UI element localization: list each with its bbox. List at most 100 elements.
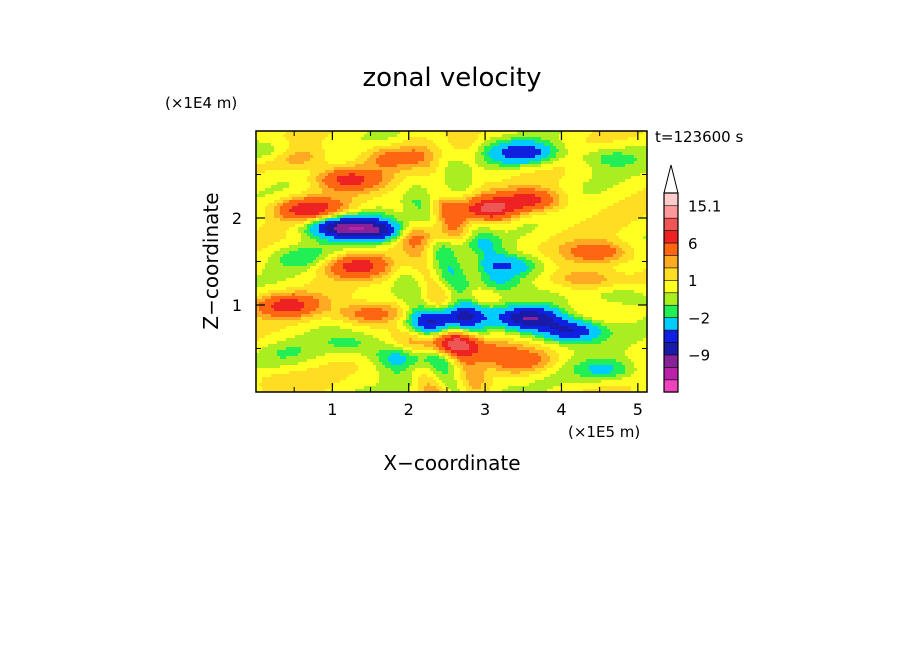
field-cell	[490, 242, 494, 246]
field-cell	[541, 167, 545, 171]
field-cell	[481, 212, 485, 216]
field-cell	[307, 218, 311, 222]
field-cell	[559, 140, 563, 144]
field-cell	[400, 137, 404, 141]
field-cell	[553, 224, 557, 228]
field-cell	[640, 173, 644, 177]
field-cell	[514, 137, 518, 141]
field-cell	[409, 167, 413, 171]
field-cell	[343, 176, 347, 180]
field-cell	[577, 155, 581, 159]
field-cell	[445, 239, 449, 243]
field-cell	[568, 137, 572, 141]
field-cell	[493, 137, 497, 141]
field-cell	[469, 167, 473, 171]
field-cell	[601, 182, 605, 186]
field-cell	[589, 191, 593, 195]
field-cell	[586, 233, 590, 237]
field-cell	[346, 221, 350, 225]
field-cell	[295, 191, 299, 195]
field-cell	[589, 209, 593, 213]
field-cell	[481, 134, 485, 138]
field-cell	[556, 242, 560, 246]
field-cell	[622, 185, 626, 189]
field-cell	[358, 182, 362, 186]
field-cell	[538, 215, 542, 219]
field-cell	[625, 206, 629, 210]
field-cell	[409, 179, 413, 183]
field-cell	[517, 170, 521, 174]
field-cell	[508, 206, 512, 210]
field-cell	[358, 215, 362, 219]
field-cell	[265, 224, 269, 228]
field-cell	[319, 185, 323, 189]
field-cell	[307, 164, 311, 168]
field-cell	[307, 140, 311, 144]
field-cell	[532, 233, 536, 237]
field-cell	[298, 155, 302, 159]
field-cell	[319, 209, 323, 213]
field-cell	[319, 173, 323, 177]
field-cell	[598, 176, 602, 180]
field-cell	[526, 140, 530, 144]
field-cell	[310, 134, 314, 138]
field-cell	[424, 161, 428, 165]
field-cell	[475, 182, 479, 186]
field-cell	[613, 212, 617, 216]
field-cell	[400, 221, 404, 225]
field-cell	[397, 146, 401, 150]
field-cell	[460, 188, 464, 192]
field-cell	[319, 221, 323, 225]
field-cell	[643, 149, 647, 153]
field-cell	[601, 239, 605, 243]
field-cell	[337, 146, 341, 150]
field-cell	[376, 221, 380, 225]
field-cell	[280, 137, 284, 141]
field-cell	[403, 134, 407, 138]
field-cell	[421, 137, 425, 141]
field-cell	[607, 149, 611, 153]
field-cell	[553, 233, 557, 237]
field-cell	[526, 242, 530, 246]
field-cell	[436, 224, 440, 228]
field-cell	[526, 218, 530, 222]
field-cell	[271, 221, 275, 225]
field-cell	[445, 221, 449, 225]
field-cell	[517, 242, 521, 246]
field-cell	[319, 155, 323, 159]
field-cell	[490, 143, 494, 147]
field-cell	[397, 185, 401, 189]
field-cell	[550, 167, 554, 171]
field-cell	[616, 212, 620, 216]
field-cell	[376, 182, 380, 186]
field-cell	[391, 200, 395, 204]
field-cell	[295, 197, 299, 201]
field-cell	[472, 140, 476, 144]
field-cell	[637, 227, 641, 231]
field-cell	[310, 242, 314, 246]
field-cell	[553, 146, 557, 150]
field-cell	[289, 233, 293, 237]
field-cell	[529, 167, 533, 171]
field-cell	[472, 230, 476, 234]
field-cell	[346, 179, 350, 183]
field-cell	[505, 146, 509, 150]
field-cell	[454, 197, 458, 201]
field-cell	[451, 146, 455, 150]
field-cell	[337, 197, 341, 201]
field-cell	[616, 236, 620, 240]
field-cell	[607, 176, 611, 180]
field-cell	[337, 224, 341, 228]
field-cell	[370, 194, 374, 198]
field-cell	[358, 149, 362, 153]
field-cell	[424, 203, 428, 207]
field-cell	[535, 134, 539, 138]
field-cell	[547, 182, 551, 186]
field-cell	[541, 152, 545, 156]
field-cell	[631, 221, 635, 225]
field-cell	[565, 242, 569, 246]
field-cell	[262, 200, 266, 204]
field-cell	[601, 188, 605, 192]
field-cell	[583, 164, 587, 168]
field-cell	[559, 146, 563, 150]
